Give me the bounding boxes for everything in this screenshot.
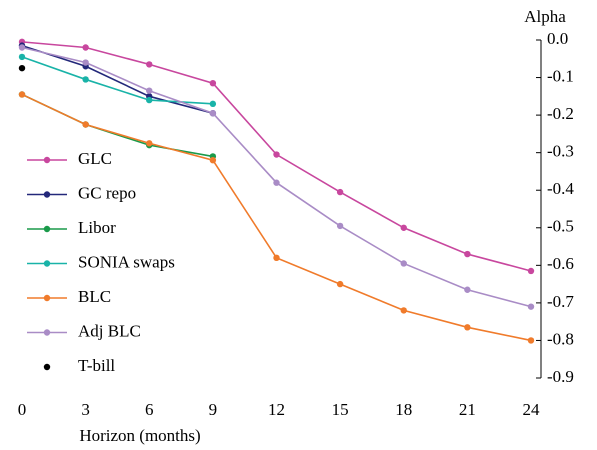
data-point	[146, 61, 153, 68]
legend-label: GLC	[78, 149, 112, 168]
data-point	[336, 188, 344, 196]
x-tick-label: 0	[18, 400, 27, 419]
x-tick-label: 3	[81, 400, 90, 419]
data-point	[18, 53, 26, 61]
x-tick-label: 9	[209, 400, 218, 419]
legend-marker	[43, 260, 51, 267]
series-line	[21, 44, 214, 115]
data-point	[18, 91, 26, 98]
y-tick-label: 0.0	[547, 29, 568, 48]
y-tick-label: -0.6	[547, 254, 574, 273]
y-tick-label: -0.8	[547, 329, 574, 348]
data-point	[209, 100, 217, 108]
y-tick-label: -0.2	[547, 104, 574, 123]
y-tick-label: -0.7	[547, 292, 574, 311]
data-point	[336, 222, 344, 230]
data-point	[336, 280, 344, 288]
legend-label: SONIA swaps	[78, 252, 175, 271]
legend-marker	[43, 329, 51, 336]
y-tick-label: -0.4	[547, 179, 574, 198]
y-tick-label: -0.1	[547, 66, 574, 85]
legend-marker	[43, 294, 51, 302]
y-tick-label: -0.5	[547, 217, 574, 236]
data-point	[273, 179, 280, 186]
data-point	[464, 324, 471, 331]
data-point	[18, 44, 26, 51]
data-point	[464, 286, 471, 293]
data-point	[82, 44, 89, 51]
legend-label: GC repo	[78, 183, 136, 202]
y-tick-label: -0.9	[547, 367, 574, 386]
legend-label: Libor	[78, 218, 116, 237]
legend-marker	[43, 191, 51, 198]
x-axis-title: Horizon (months)	[79, 426, 200, 445]
legend-marker	[43, 225, 51, 233]
data-point	[146, 87, 153, 94]
x-tick-label: 18	[395, 400, 412, 419]
data-point	[400, 224, 407, 231]
data-point	[146, 140, 153, 147]
data-point	[273, 254, 280, 262]
series-line	[21, 56, 213, 105]
legend-label: T-bill	[78, 356, 115, 375]
data-point	[400, 307, 407, 314]
data-point	[82, 59, 89, 66]
data-point	[527, 303, 535, 310]
x-tick-label: 6	[145, 400, 154, 419]
data-point	[400, 260, 407, 267]
x-tick-label: 21	[459, 400, 476, 419]
x-tick-label: 12	[268, 400, 285, 419]
data-point	[82, 121, 89, 128]
x-tick-label: 15	[332, 400, 349, 419]
data-point	[209, 79, 217, 87]
data-point	[527, 267, 535, 275]
data-point	[82, 76, 89, 83]
y-axis-title: Alpha	[524, 7, 566, 26]
data-point	[273, 151, 280, 158]
data-point	[464, 250, 471, 258]
legend-marker	[43, 156, 51, 164]
data-point	[18, 64, 26, 72]
y-tick-label: -0.3	[547, 142, 574, 161]
data-point	[527, 337, 535, 344]
data-point	[146, 96, 153, 104]
data-point	[209, 110, 217, 117]
legend-label: BLC	[78, 287, 111, 306]
legend-label: Adj BLC	[78, 321, 141, 340]
x-tick-label: 24	[523, 400, 541, 419]
data-point	[209, 156, 217, 164]
legend-marker	[43, 363, 51, 371]
